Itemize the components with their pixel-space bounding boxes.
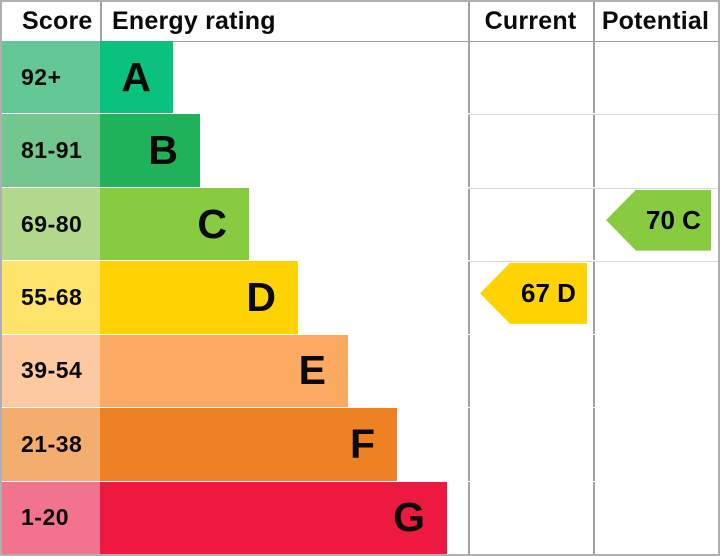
score-column-divider (100, 2, 102, 41)
rating-letter: F (349, 420, 375, 467)
current-column-divider (468, 2, 470, 554)
current-column-header: Current (484, 6, 577, 35)
energy-rating-column-header: Energy rating (112, 6, 276, 35)
rating-letter: D (246, 273, 276, 320)
score-range-cell: 39-54 (2, 334, 100, 408)
rating-bar-b: B (100, 114, 200, 187)
rating-letter: B (148, 127, 178, 174)
rating-letter: C (197, 200, 227, 247)
current-rating-label: 67 D (521, 277, 576, 308)
potential-column-divider (593, 2, 595, 554)
rating-letter: G (393, 494, 425, 541)
score-range-cell: 69-80 (2, 187, 100, 261)
rating-bar-a: A (100, 41, 173, 114)
score-range-cell: 81-91 (2, 114, 100, 187)
rating-band-row-b: 81-91 B (2, 113, 718, 187)
rating-band-row-d: 55-68 D (2, 260, 718, 334)
rating-letter: A (121, 53, 151, 100)
score-range-label: 39-54 (21, 357, 83, 384)
rating-letter: E (298, 347, 326, 394)
rating-bar-f: F (100, 408, 397, 481)
rating-bands: 92+ A 81-91 B 69-80 C 55-68 D 39-54 E 21-38 F 1-20 G (2, 41, 718, 554)
score-range-label: 81-91 (21, 137, 83, 164)
score-range-label: 69-80 (21, 210, 83, 237)
score-range-cell: 92+ (2, 41, 100, 114)
rating-bar-g: G (100, 481, 447, 554)
score-column-header: Score (22, 6, 93, 35)
score-range-label: 21-38 (21, 430, 83, 457)
score-range-cell: 1-20 (2, 481, 100, 554)
potential-rating-label: 70 C (646, 204, 701, 235)
score-range-cell: 55-68 (2, 261, 100, 334)
rating-bar-d: D (100, 261, 298, 334)
rating-band-row-f: 21-38 F (2, 407, 718, 481)
score-range-label: 1-20 (21, 504, 70, 531)
row-boundary-line (468, 260, 718, 262)
potential-column-header: Potential (601, 6, 710, 35)
score-range-cell: 21-38 (2, 408, 100, 481)
rating-band-row-e: 39-54 E (2, 333, 718, 408)
rating-bar-e: E (100, 334, 348, 408)
rating-bar-c: C (100, 187, 249, 261)
row-boundary-line (468, 114, 718, 116)
row-boundary-line (468, 187, 718, 189)
score-range-label: 92+ (21, 63, 62, 90)
rating-band-row-a: 92+ A (2, 41, 718, 114)
rating-band-row-g: 1-20 G (2, 480, 718, 554)
score-range-label: 55-68 (21, 283, 83, 310)
chart-header: Score Energy rating Current Potential (2, 2, 718, 42)
rating-band-row-c: 69-80 C (2, 186, 718, 261)
